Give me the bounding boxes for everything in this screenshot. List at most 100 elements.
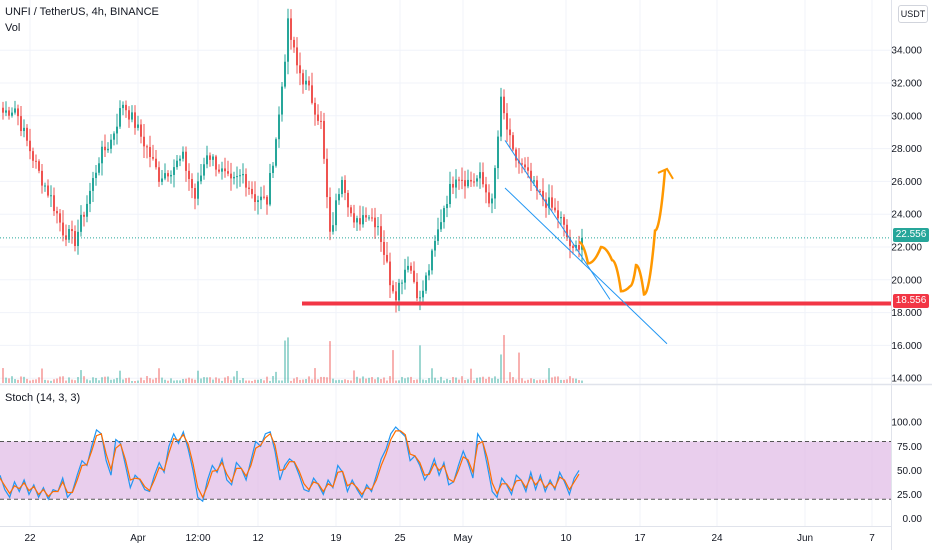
candle-body (521, 163, 523, 165)
volume-bar (512, 377, 514, 383)
candle-body (158, 167, 160, 182)
volume-bar (65, 380, 67, 383)
candle-body (332, 225, 334, 232)
candle-body (299, 65, 301, 74)
candle-body (434, 240, 436, 251)
candle-body (179, 158, 181, 161)
volume-bar (248, 380, 250, 383)
volume-bar (539, 379, 541, 383)
volume-bar (23, 376, 25, 383)
volume-bar (347, 380, 349, 383)
candle-body (284, 61, 286, 87)
volume-bar (98, 380, 100, 383)
volume-bar (143, 380, 145, 383)
candle-body (488, 192, 490, 204)
volume-bar (422, 379, 424, 383)
candle-body (551, 197, 553, 208)
candle-body (209, 155, 211, 160)
volume-bar (446, 378, 448, 383)
volume-bar (320, 376, 322, 383)
volume-bar (524, 380, 526, 383)
candle-body (380, 226, 382, 242)
candle-body (260, 196, 262, 201)
volume-bar (161, 377, 163, 383)
candle-body (41, 170, 43, 186)
candle-body (314, 102, 316, 115)
candle-body (383, 241, 385, 255)
candle-body (296, 47, 298, 66)
stoch-lines (0, 426, 580, 503)
volume-bar (200, 378, 202, 383)
volume-bar (215, 377, 217, 383)
candle-body (536, 180, 538, 191)
candle-body (440, 222, 442, 230)
volume-bar (368, 377, 370, 383)
candle-body (26, 127, 28, 141)
candle-body (98, 163, 100, 173)
candle-body (350, 207, 352, 214)
candle-body (20, 116, 22, 132)
volume-bar (527, 379, 529, 383)
candle-body (80, 214, 82, 232)
volume-bar (185, 378, 187, 383)
candle-body (461, 179, 463, 181)
candle-body (254, 194, 256, 203)
volume-bar (458, 379, 460, 383)
volume-bar (86, 379, 88, 383)
candle-body (176, 160, 178, 168)
volume-bar (29, 380, 31, 383)
candle-body (38, 161, 40, 171)
volume-bar (554, 376, 556, 383)
price-tick-label: 18.000 (891, 308, 922, 319)
stoch-tick-label: 0.00 (903, 514, 923, 525)
price-tick-label: 16.000 (891, 341, 922, 352)
price-tick-label: 26.000 (891, 177, 922, 188)
candle-body (335, 200, 337, 226)
volume-bar (362, 376, 364, 383)
candle-body (356, 218, 358, 223)
volume-bar (218, 378, 220, 383)
volume-bar (476, 377, 478, 383)
last-price-label: 22.556 (893, 228, 929, 242)
candle-body (557, 210, 559, 219)
candle-body (269, 173, 271, 205)
candle-body (485, 184, 487, 193)
volume-label: Vol (5, 22, 21, 34)
volume-bar (374, 379, 376, 383)
candle-body (119, 108, 121, 127)
volume-bar (80, 370, 82, 383)
volume-bar (5, 377, 7, 383)
candle-body (278, 114, 280, 140)
volume-bar (497, 378, 499, 383)
volume-bar (353, 370, 355, 383)
candle-body (476, 178, 478, 182)
volume-bar (149, 378, 151, 383)
candle-body (32, 151, 34, 161)
volume-bar (116, 377, 118, 383)
volume-bar (335, 380, 337, 383)
volume-bar (479, 377, 481, 383)
candle-body (275, 139, 277, 166)
volume-bar (20, 376, 22, 383)
volume-bar (407, 377, 409, 383)
symbol-title[interactable]: UNFI / TetherUS, 4h, BINANCE (5, 6, 159, 18)
stoch-label[interactable]: Stoch (14, 3, 3) (5, 392, 81, 404)
candle-body (308, 80, 310, 86)
candle-body (272, 165, 274, 174)
volume-bar (191, 378, 193, 383)
candle-body (353, 213, 355, 223)
candle-body (164, 173, 166, 179)
volume-bar (128, 377, 130, 383)
volume-bar (107, 376, 109, 383)
volume-bar (104, 376, 106, 383)
candle-body (347, 192, 349, 208)
volume-bar (431, 368, 433, 383)
currency-button[interactable]: USDT (898, 5, 928, 23)
candle-body (482, 172, 484, 185)
candle-body (221, 168, 223, 172)
volume-bar (134, 380, 136, 383)
volume-bar (278, 380, 280, 383)
candle-body (302, 73, 304, 85)
